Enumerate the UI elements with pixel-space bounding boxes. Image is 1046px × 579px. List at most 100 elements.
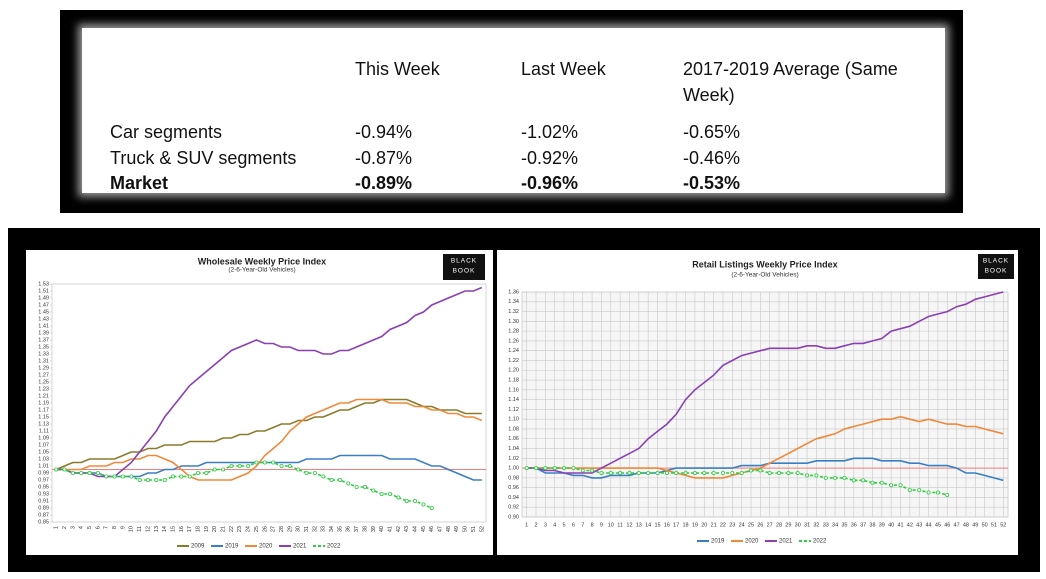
y-tick-label: 0.91 — [38, 498, 49, 504]
point — [171, 474, 176, 479]
point — [879, 480, 884, 485]
series-line — [526, 467, 948, 496]
chart-title: Retail Listings Weekly Price Index — [692, 259, 837, 269]
point — [388, 491, 393, 496]
table-cell: -0.92% — [521, 147, 579, 168]
point — [870, 480, 875, 485]
legend-label: 2022 — [327, 544, 341, 550]
y-tick-label: 1.37 — [38, 337, 49, 343]
point — [95, 470, 100, 475]
x-tick-label: 10 — [129, 526, 135, 532]
plot-area — [521, 291, 1009, 518]
point — [429, 505, 434, 510]
legend-label: 2020 — [259, 544, 273, 550]
logo — [443, 254, 485, 280]
x-tick-label: 1 — [54, 526, 60, 529]
series-line — [56, 461, 433, 509]
x-tick-label: 49 — [972, 522, 978, 528]
point — [636, 470, 641, 475]
legend-label: 2019 — [711, 539, 725, 545]
point — [162, 477, 167, 482]
x-tick-label: 26 — [262, 526, 268, 532]
point — [304, 470, 309, 475]
x-tick-label: 21 — [221, 526, 227, 532]
series-line — [526, 415, 1004, 479]
row-label: Car segments — [110, 122, 223, 142]
point — [246, 463, 251, 468]
x-tick-label: 21 — [711, 522, 717, 528]
y-tick-label: 1.36 — [508, 289, 519, 295]
x-tick-label: 43 — [404, 526, 410, 532]
y-tick-label: 1.25 — [38, 379, 49, 385]
point — [935, 490, 940, 495]
y-tick-label: 1.08 — [508, 426, 519, 432]
series-line — [56, 398, 483, 481]
x-tick-label: 30 — [296, 526, 302, 532]
table-cell: -1.02% — [521, 122, 579, 142]
point — [421, 502, 426, 507]
point — [945, 492, 950, 497]
point — [608, 470, 613, 475]
x-tick-label: 18 — [196, 526, 202, 532]
y-tick-label: 0.89 — [38, 505, 49, 511]
y-tick-label: 0.99 — [38, 470, 49, 476]
point — [730, 470, 735, 475]
plot-area — [51, 283, 487, 523]
point — [767, 470, 772, 475]
x-tick-label: 15 — [170, 526, 176, 532]
point — [702, 470, 707, 475]
point — [179, 474, 184, 479]
x-tick-label: 19 — [692, 522, 698, 528]
point — [711, 470, 716, 475]
x-tick-label: 32 — [813, 522, 819, 528]
x-tick-label: 28 — [776, 522, 782, 528]
x-tick-label: 11 — [137, 526, 143, 532]
x-tick-label: 30 — [795, 522, 801, 528]
x-tick-label: 13 — [154, 526, 160, 532]
point — [262, 460, 267, 465]
x-tick-label: 41 — [387, 526, 393, 532]
x-tick-label: 17 — [673, 522, 679, 528]
y-tick-label: 0.98 — [508, 475, 519, 481]
point — [580, 468, 585, 473]
x-tick-label: 31 — [304, 526, 310, 532]
x-tick-label: 18 — [682, 522, 688, 528]
x-tick-label: 46 — [429, 526, 435, 532]
point — [898, 483, 903, 488]
point — [204, 470, 209, 475]
point — [87, 470, 92, 475]
x-tick-label: 29 — [785, 522, 791, 528]
x-tick-label: 17 — [187, 526, 193, 532]
y-tick-label: 1.21 — [38, 393, 49, 399]
table-cell: -0.96% — [521, 173, 579, 193]
x-tick-label: 16 — [664, 522, 670, 528]
y-tick-label: 0.96 — [508, 485, 519, 491]
point — [627, 470, 632, 475]
point — [646, 470, 651, 475]
x-tick-label: 45 — [935, 522, 941, 528]
x-tick-label: 15 — [654, 522, 660, 528]
y-tick-label: 1.04 — [508, 446, 519, 452]
table-cell: -0.53% — [683, 173, 741, 193]
x-tick-label: 9 — [120, 526, 126, 529]
logo-text: BLACK — [451, 258, 477, 265]
x-tick-label: 43 — [916, 522, 922, 528]
y-tick-label: 1.53 — [38, 281, 49, 287]
y-tick-label: 0.95 — [38, 484, 49, 490]
x-tick-label: 23 — [729, 522, 735, 528]
point — [907, 488, 912, 493]
legend-label: 2009 — [191, 544, 205, 550]
point — [917, 488, 922, 493]
x-tick-label: 51 — [471, 526, 477, 532]
chart-subtitle: (2-6-Year-Old Vehicles) — [731, 272, 798, 279]
y-tick-label: 1.27 — [38, 372, 49, 378]
x-tick-label: 16 — [179, 526, 185, 532]
legend-label: 2021 — [779, 539, 793, 545]
y-tick-label: 1.33 — [38, 351, 49, 357]
point — [748, 468, 753, 473]
point — [129, 474, 134, 479]
x-tick-label: 39 — [879, 522, 885, 528]
y-tick-label: 1.49 — [38, 295, 49, 301]
x-tick-label: 25 — [254, 526, 260, 532]
column-header: This Week — [355, 59, 440, 79]
